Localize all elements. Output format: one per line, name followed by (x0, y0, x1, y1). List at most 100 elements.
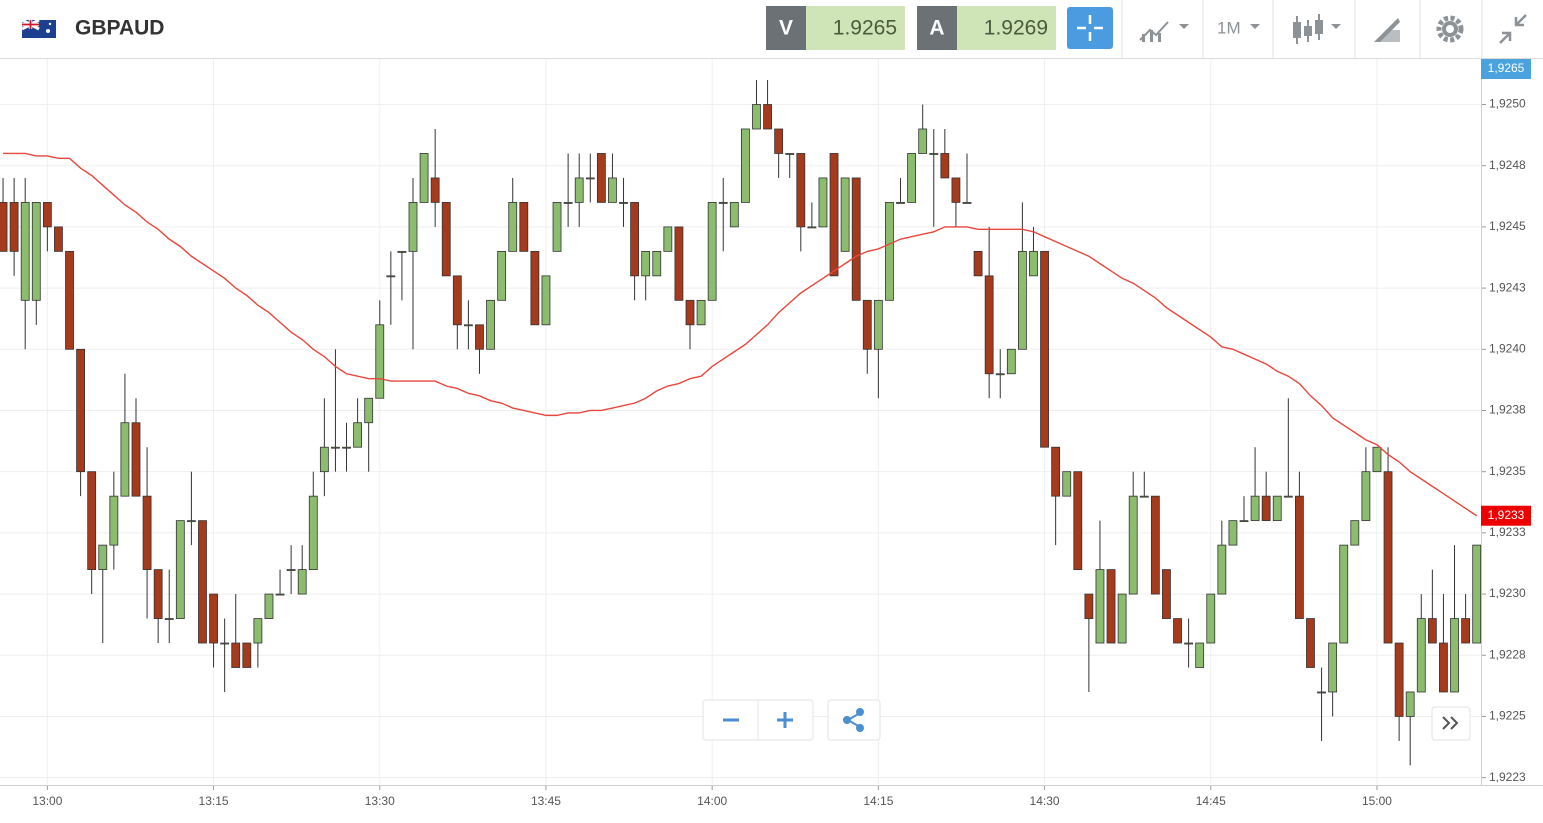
y-tick-label: 1,9225 (1489, 709, 1526, 723)
candle-body-up (1228, 520, 1238, 546)
ask-button[interactable]: A 1.9269 (917, 6, 1056, 50)
x-tick-label: 14:30 (1030, 794, 1060, 808)
ma-tag-bg (1481, 505, 1531, 526)
candle-body-up (718, 202, 728, 204)
x-tick-label: 14:15 (863, 794, 893, 808)
candle-body-down (1427, 618, 1437, 644)
ask-price: 1.9269 (984, 17, 1048, 40)
candle-body-up (641, 250, 651, 277)
candle-body-up (375, 324, 385, 399)
toolbar-separators (1121, 0, 1483, 58)
candle-body-up (608, 177, 617, 203)
candle-body-down (87, 471, 97, 570)
candle-body-up (275, 593, 285, 596)
candle-body-down (441, 202, 451, 277)
candle-body-down (1306, 618, 1315, 668)
candle-body-down (76, 348, 85, 473)
candle-body-up (563, 202, 573, 204)
candle-body-up (353, 422, 363, 448)
collapse-button[interactable] (1499, 14, 1527, 44)
candle-body-up (907, 153, 916, 203)
y-tick-label: 1,9223 (1489, 770, 1526, 784)
candle-body-down (42, 202, 52, 228)
candle-body-up (419, 153, 429, 203)
candle-body-down (153, 569, 163, 619)
candle-body-up (1195, 642, 1205, 668)
candle-body-up (1006, 348, 1016, 375)
candle-body-down (596, 153, 606, 203)
y-tick-label: 1,9230 (1489, 586, 1526, 600)
share-button[interactable] (827, 699, 881, 741)
candle-body-up (297, 569, 307, 595)
scroll-end-button[interactable] (1431, 706, 1471, 741)
candle-body-up (818, 177, 828, 228)
candle-body-up (1250, 495, 1260, 522)
bid-button[interactable]: V 1.9265 (766, 6, 905, 50)
candle-body-down (209, 593, 218, 644)
y-tick-label: 1,9233 (1489, 525, 1526, 539)
candle-body-down (142, 495, 152, 570)
chart-type-button[interactable] (1139, 21, 1189, 42)
candle-body-down (54, 226, 63, 252)
y-tick-label: 1,9240 (1489, 341, 1526, 355)
draw-tool-button[interactable] (1374, 18, 1400, 42)
bid-price: 1.9265 (833, 17, 897, 40)
candle-body-up (220, 642, 230, 645)
candle-body-up (1117, 593, 1127, 644)
candle-body-up (308, 495, 318, 570)
candle-body-up (1095, 569, 1105, 644)
candle-body-down (1073, 471, 1083, 570)
candle-body-down (9, 202, 19, 252)
candle-body-up (552, 202, 562, 252)
price-tag: 1,9265 (1488, 61, 1525, 75)
candle-body-down (829, 153, 839, 277)
settings-button[interactable] (1436, 15, 1464, 43)
candle-body-up (319, 446, 329, 473)
candle-body-up (508, 202, 518, 252)
x-tick-label: 14:45 (1196, 794, 1226, 808)
x-tick-label: 13:30 (365, 794, 395, 808)
candle-body-up (486, 299, 495, 350)
x-tick-label: 13:15 (199, 794, 229, 808)
candle-body-up (619, 202, 628, 204)
candle-body-up (1450, 618, 1459, 693)
candle-body-down (131, 422, 141, 497)
candle-style-button[interactable] (1293, 14, 1341, 44)
zoom-in-button[interactable] (777, 712, 793, 728)
crosshair-button[interactable] (1067, 7, 1113, 49)
candle-body-down (796, 153, 806, 228)
y-tick-label: 1,9238 (1489, 403, 1526, 417)
candle-body-up (1405, 691, 1415, 717)
candle-body-down (1162, 569, 1171, 619)
candle-body-down (530, 250, 540, 326)
y-tick-label: 1,9245 (1489, 219, 1526, 233)
moving-average-line (3, 152, 1478, 517)
candle-body-up (31, 202, 41, 301)
candle-body-down (1040, 250, 1049, 448)
candle-body-down (1261, 495, 1271, 522)
candle-body-up (873, 299, 883, 350)
candle-body-up (696, 299, 706, 326)
candle-body-up (1272, 495, 1282, 522)
candle-body-up (1472, 544, 1482, 644)
candle-body-up (20, 202, 30, 301)
candle-body-up (342, 446, 351, 449)
candle-body-up (1328, 642, 1338, 693)
candle-body-up (785, 153, 795, 155)
candle-body-down (851, 177, 861, 301)
candle-body-down (1461, 618, 1470, 644)
candle-body-down (430, 177, 440, 203)
candle-body-up (164, 618, 174, 620)
ma-tag: 1,9233 (1488, 508, 1525, 522)
candle-body-up (1372, 446, 1382, 473)
candle-body-up (995, 373, 1005, 376)
y-tick-label: 1,9248 (1489, 158, 1526, 172)
candle-body-up (98, 544, 108, 570)
candle-body-up (397, 250, 407, 253)
candle-body-up (286, 569, 296, 571)
candle-body-up (1361, 471, 1371, 522)
candle-body-up (175, 520, 185, 619)
timeframe-button[interactable]: 1M (1217, 18, 1260, 37)
bid-label: V (779, 17, 793, 40)
candle-body-up (1350, 520, 1360, 546)
